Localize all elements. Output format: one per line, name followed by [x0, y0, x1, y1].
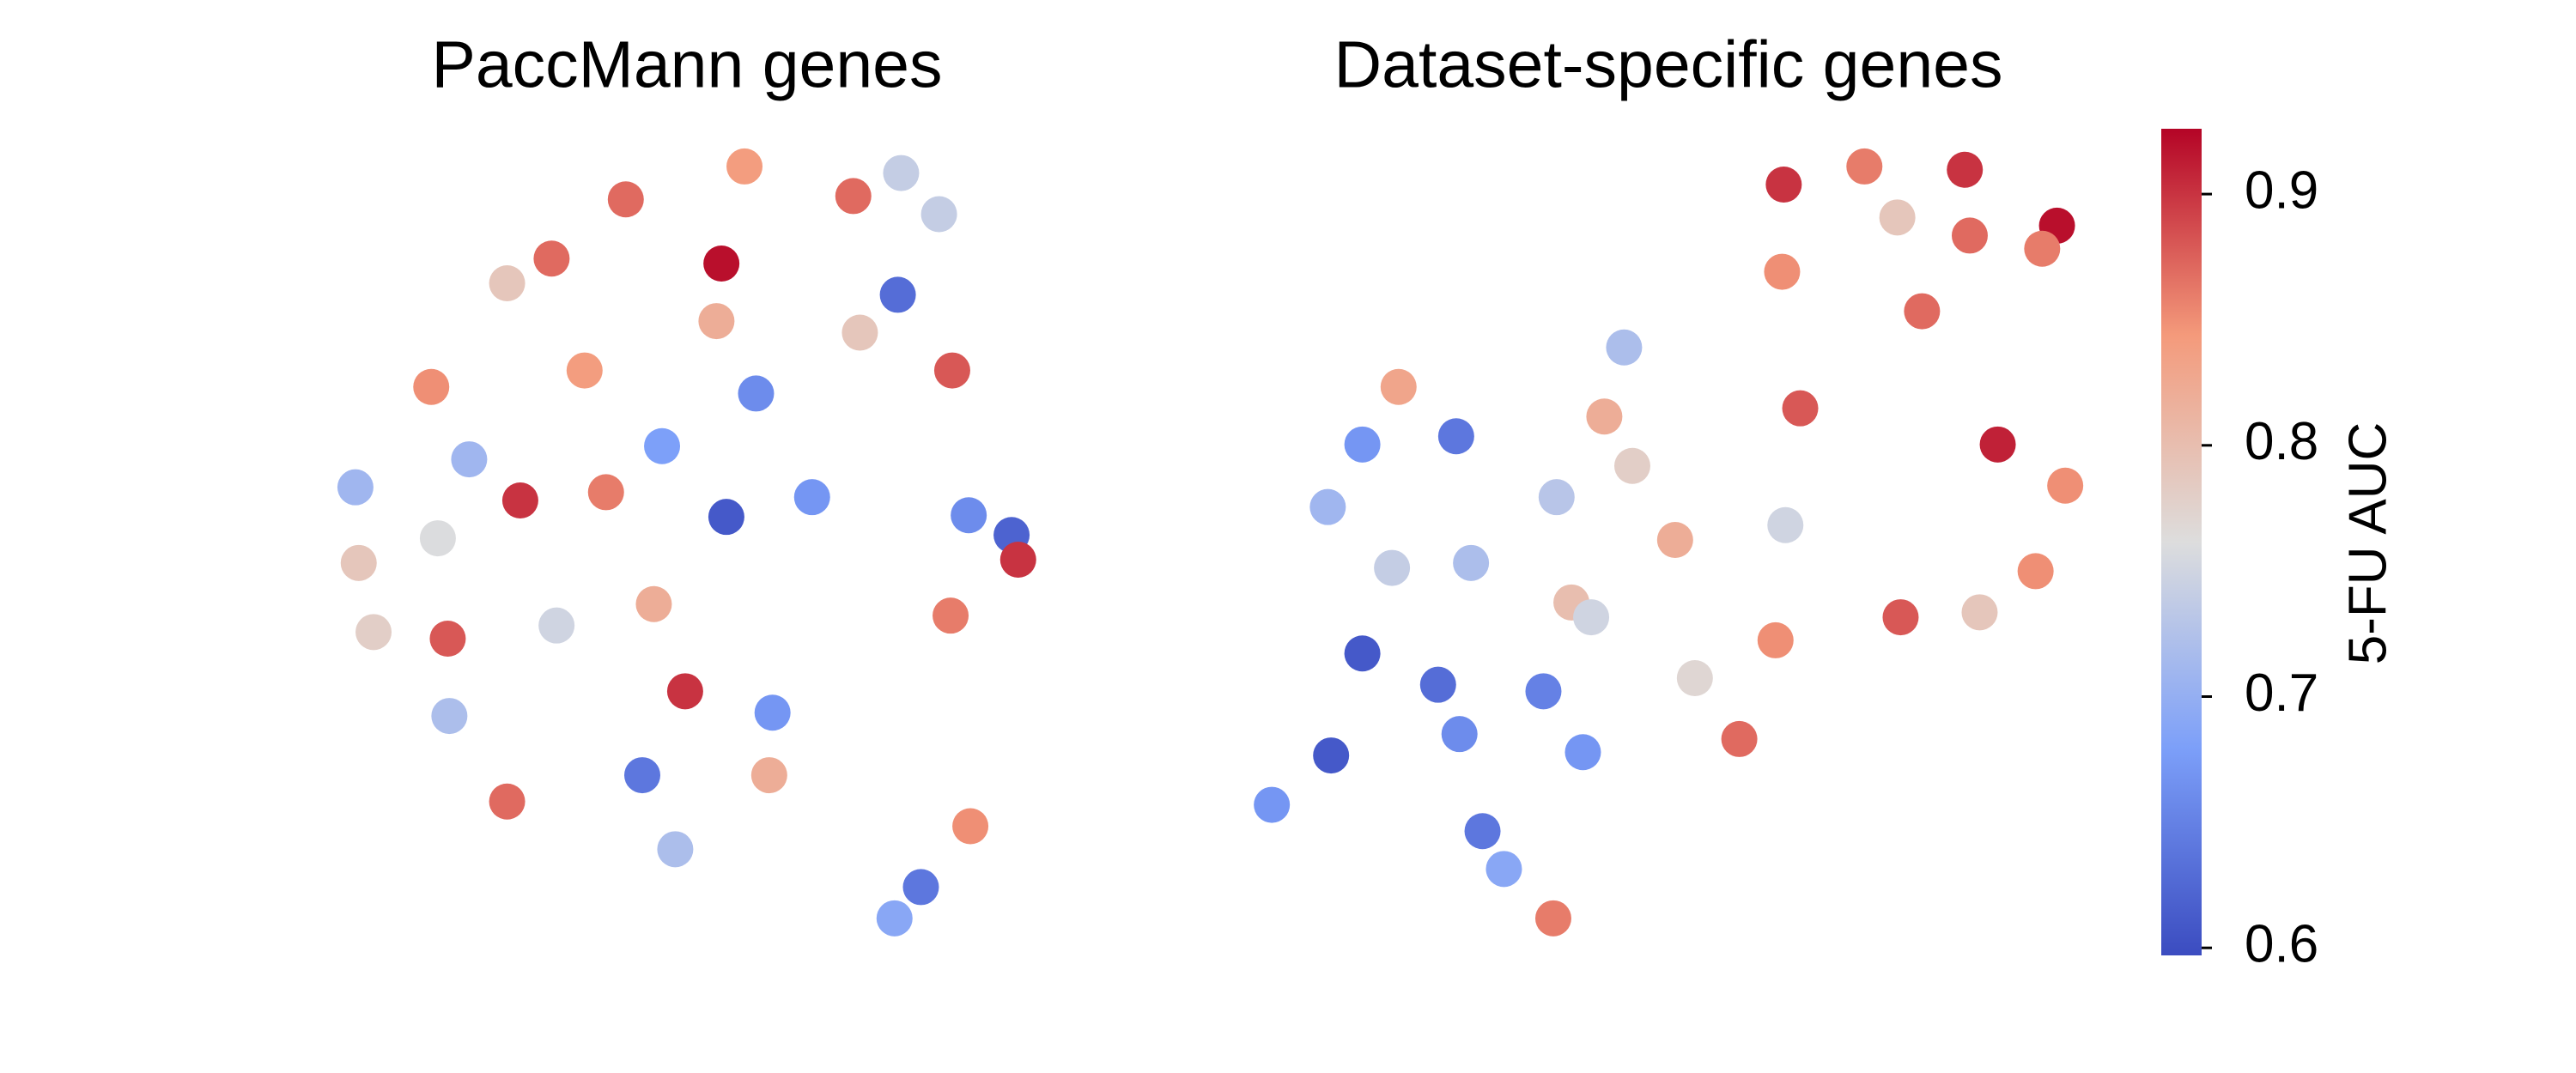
point: [883, 155, 920, 191]
point: [1525, 673, 1562, 710]
point: [566, 352, 603, 389]
point: [1453, 544, 1490, 581]
point: [920, 196, 957, 233]
point: [489, 783, 526, 820]
point: [587, 474, 624, 511]
point: [657, 831, 694, 868]
point: [793, 479, 830, 516]
point: [1961, 594, 1998, 631]
point: [2047, 467, 2084, 504]
point: [999, 542, 1036, 578]
point: [933, 352, 970, 389]
point: [1538, 479, 1575, 516]
point: [1979, 426, 2016, 463]
point: [1656, 522, 1693, 558]
point: [1904, 293, 1941, 330]
point: [1485, 851, 1522, 888]
point: [703, 246, 740, 282]
point: [1573, 599, 1610, 636]
chart-title: Dataset-specific genes: [1334, 27, 2003, 101]
point: [1765, 167, 1802, 203]
point: [951, 497, 987, 534]
point: [1254, 786, 1291, 823]
colorbar-tick-label: 0.7: [2245, 664, 2318, 723]
point: [1947, 151, 1984, 188]
point: [644, 427, 681, 464]
point: [1344, 635, 1381, 672]
point: [754, 694, 791, 731]
point: [419, 520, 456, 557]
point: [1606, 329, 1643, 366]
point: [1767, 506, 1804, 543]
point: [1419, 666, 1456, 703]
point: [1464, 813, 1501, 850]
point: [2024, 230, 2061, 267]
point: [1534, 900, 1571, 937]
point: [1344, 426, 1381, 463]
point: [1586, 398, 1623, 435]
point: [624, 757, 660, 794]
point: [933, 597, 969, 634]
point: [1380, 368, 1417, 405]
point: [607, 181, 644, 218]
point: [1951, 217, 1988, 254]
point: [1764, 253, 1801, 290]
point: [1313, 737, 1350, 774]
point: [1757, 621, 1794, 658]
colorbar: [2161, 129, 2202, 955]
point: [708, 499, 744, 536]
point: [1879, 199, 1916, 236]
point: [666, 673, 703, 710]
point: [902, 869, 939, 906]
point: [952, 808, 989, 845]
point: [1676, 660, 1713, 696]
point: [841, 314, 878, 351]
point: [340, 544, 377, 581]
chart-title: PaccMann genes: [432, 27, 943, 101]
colorbar-label: 5-FU AUC: [2338, 422, 2397, 664]
point: [835, 178, 872, 215]
colorbar-tick-label: 0.6: [2245, 915, 2318, 974]
point: [429, 621, 466, 657]
point: [1309, 488, 1346, 525]
point: [355, 614, 392, 651]
point: [431, 698, 468, 735]
point: [738, 375, 775, 412]
point: [1374, 549, 1411, 586]
point: [1721, 720, 1758, 757]
colorbar-tick-label: 0.8: [2245, 412, 2318, 471]
point: [538, 607, 575, 644]
colorbar-tick-label: 0.9: [2245, 161, 2318, 220]
point: [750, 757, 787, 794]
point: [1437, 418, 1474, 455]
point: [413, 368, 450, 405]
point: [726, 148, 763, 185]
point: [879, 276, 916, 313]
point: [1846, 148, 1883, 185]
point: [1564, 734, 1601, 771]
point: [635, 585, 672, 622]
point: [1613, 447, 1650, 484]
point: [1882, 599, 1919, 636]
point: [501, 482, 538, 518]
point: [876, 900, 913, 937]
point: [698, 303, 735, 340]
point: [533, 240, 570, 277]
point: [451, 441, 488, 478]
point: [489, 265, 526, 301]
point: [1782, 390, 1819, 427]
point: [1441, 716, 1478, 753]
point: [337, 469, 374, 506]
point: [2017, 553, 2054, 590]
